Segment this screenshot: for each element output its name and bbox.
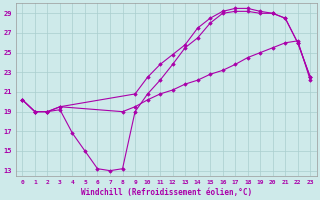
X-axis label: Windchill (Refroidissement éolien,°C): Windchill (Refroidissement éolien,°C): [81, 188, 252, 197]
